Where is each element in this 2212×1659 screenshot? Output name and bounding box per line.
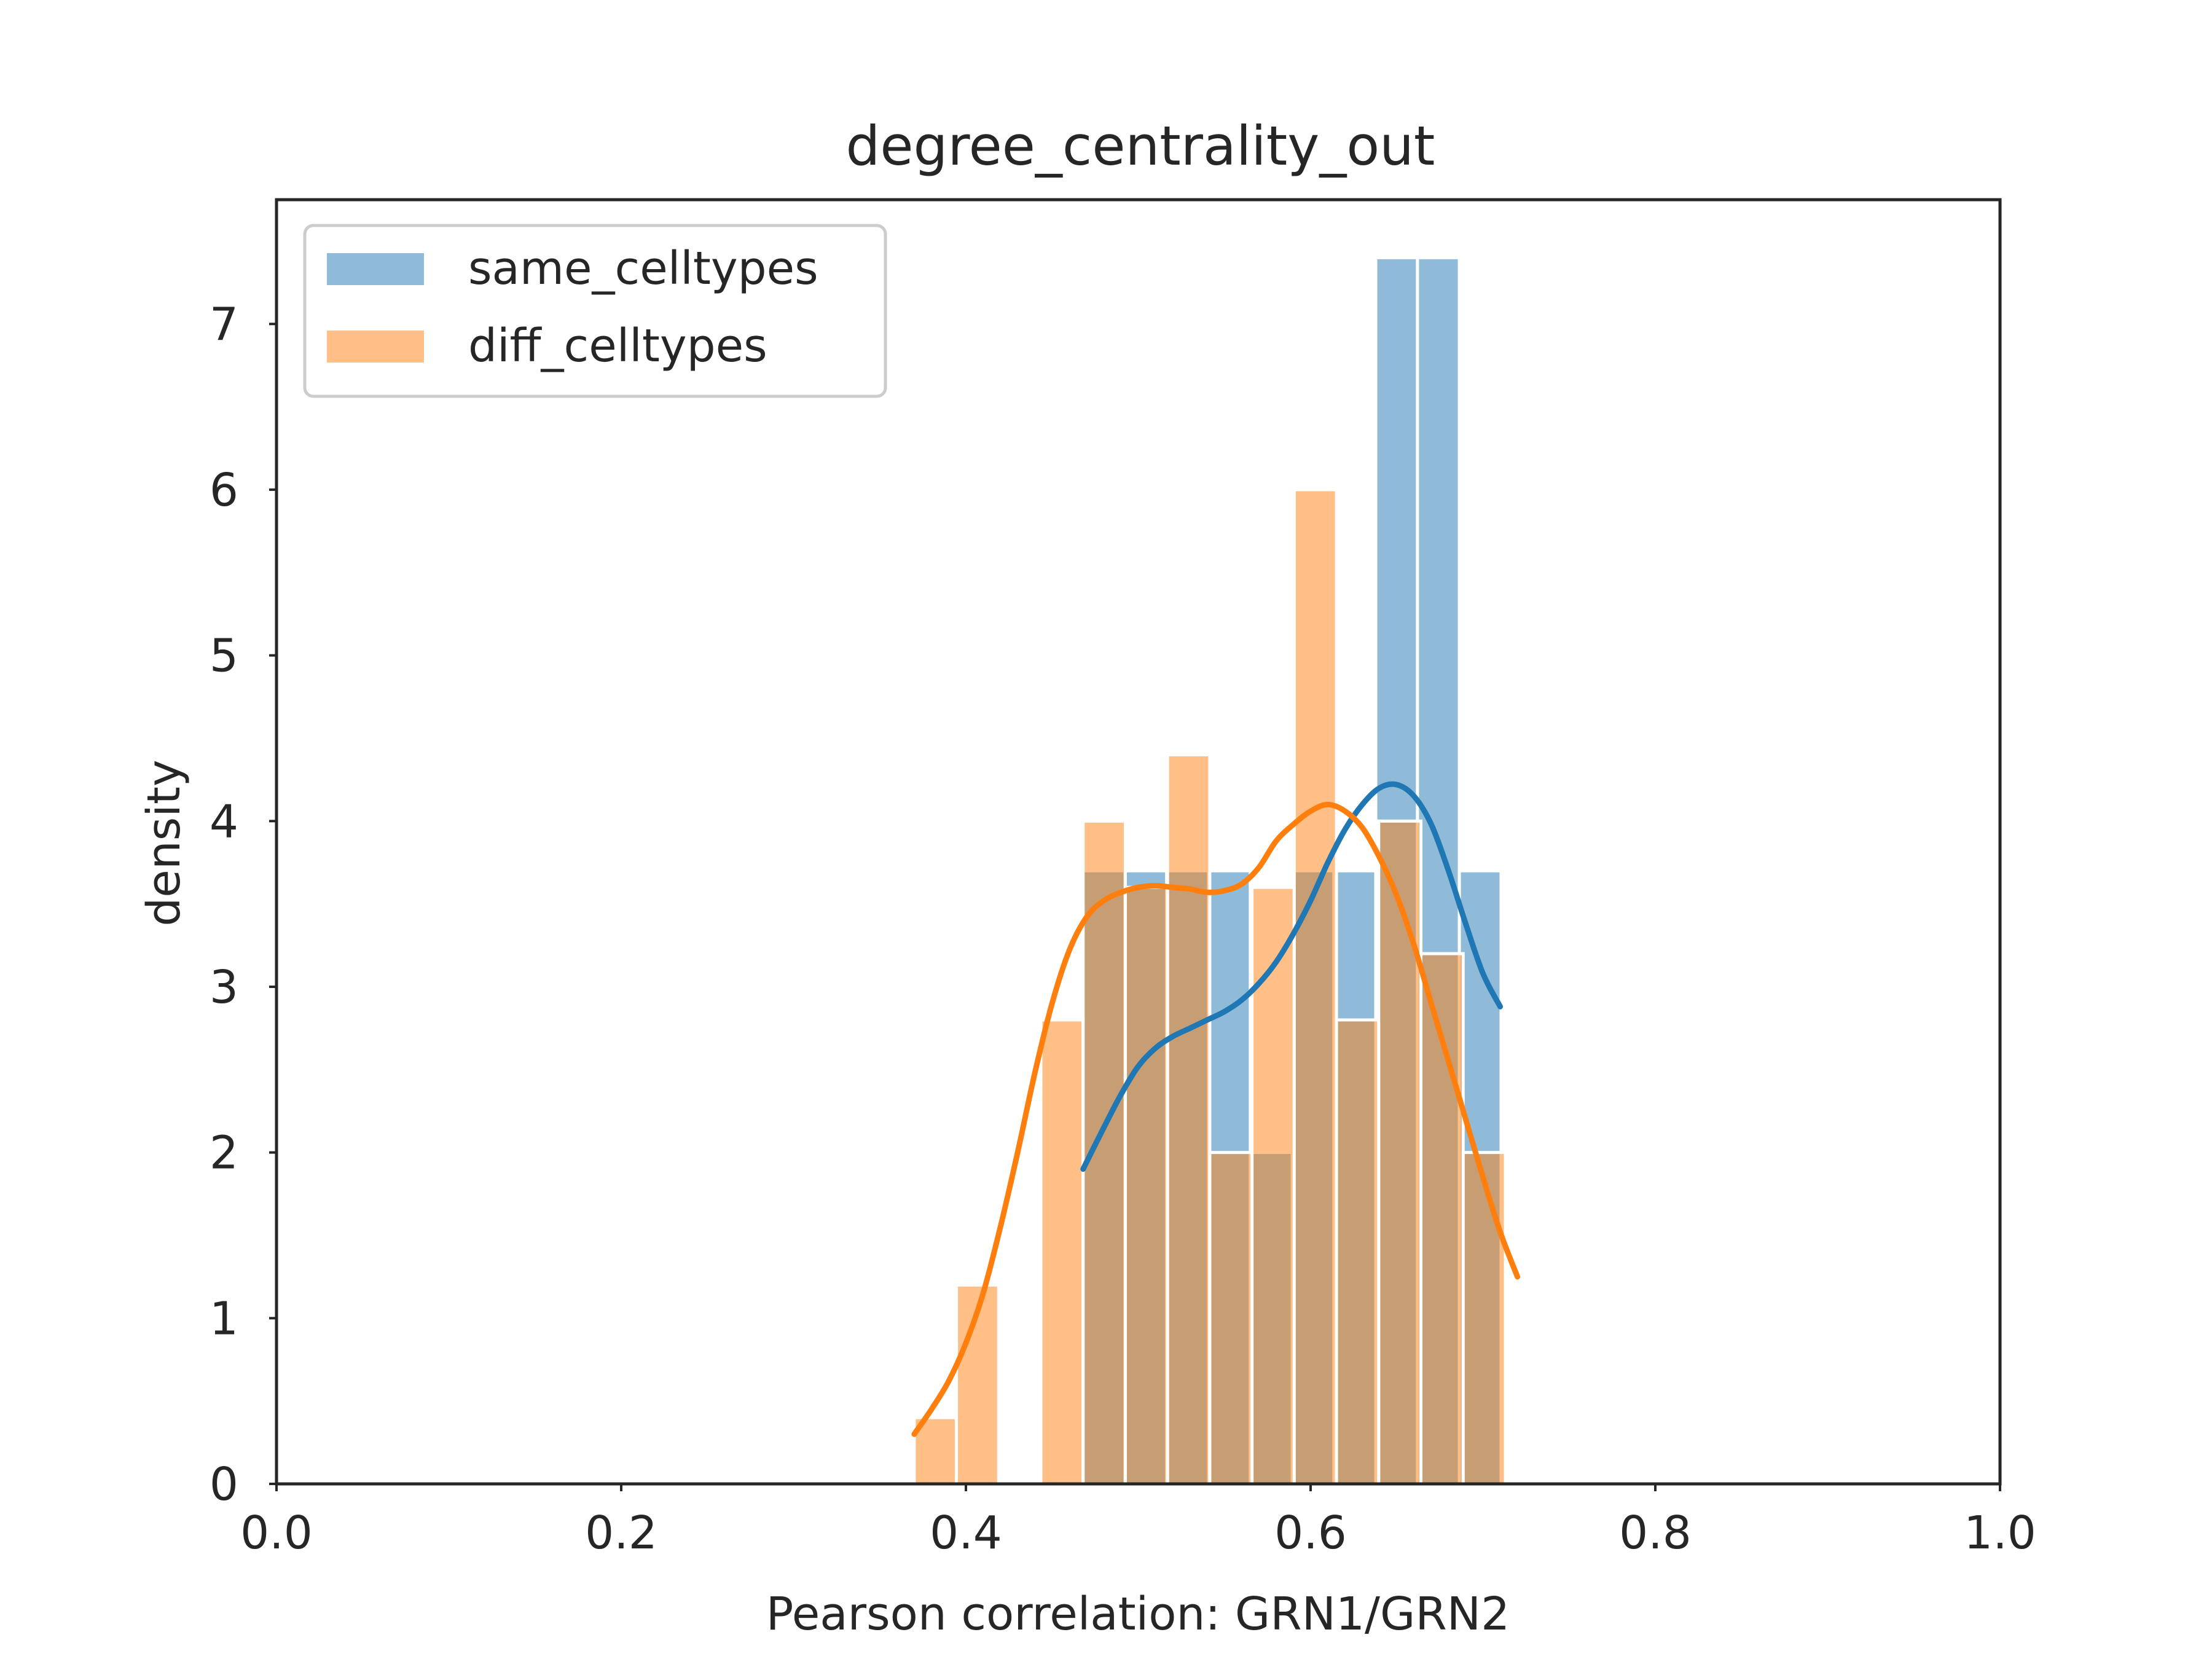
legend-swatch-diff-celltypes (327, 331, 424, 363)
plot-frame (275, 198, 2002, 1486)
y-tick-label: 6 (210, 464, 238, 517)
bar (1166, 753, 1212, 1486)
y-tick-label: 7 (210, 298, 238, 351)
y-tick-label: 0 (210, 1458, 238, 1511)
bar (1335, 1018, 1381, 1486)
x-tick-label: 0.6 (1274, 1507, 1347, 1559)
x-axis-label: Pearson correlation: GRN1/GRN2 (766, 1588, 1510, 1641)
y-tick-label: 2 (210, 1127, 238, 1180)
x-ticks: 0.0 0.2 0.4 0.6 0.8 1.0 (240, 1484, 2036, 1559)
bar (1039, 1018, 1085, 1486)
kde-line-same-celltypes (1080, 781, 1504, 1172)
legend: same_celltypes diff_celltypes (303, 224, 887, 398)
x-tick-label: 0.0 (240, 1507, 313, 1559)
bars-layer (912, 256, 1507, 1486)
legend-label-diff-celltypes: diff_celltypes (468, 320, 767, 372)
bar (1461, 1151, 1507, 1486)
x-tick-label: 1.0 (1964, 1507, 2036, 1559)
legend-swatch-same-celltypes (327, 253, 424, 285)
bar (1250, 885, 1296, 1486)
y-tick-label: 3 (210, 961, 238, 1014)
bar (1208, 1151, 1254, 1486)
y-tick-label: 1 (210, 1292, 238, 1345)
x-tick-label: 0.8 (1619, 1507, 1692, 1559)
chart-title: degree_centrality_out (846, 114, 1435, 178)
legend-frame (303, 224, 887, 398)
y-tick-label: 5 (210, 630, 238, 683)
kde-layer (911, 781, 1521, 1437)
y-tick-label: 4 (210, 795, 238, 848)
bar (1377, 819, 1423, 1486)
bar (1292, 488, 1338, 1486)
x-tick-label: 0.4 (930, 1507, 1002, 1559)
legend-label-same-celltypes: same_celltypes (468, 242, 818, 295)
kde-line-diff-celltypes (911, 801, 1521, 1437)
x-tick-label: 0.2 (585, 1507, 657, 1559)
bar (1123, 885, 1169, 1486)
y-ticks: 0 1 2 3 4 5 6 7 (210, 298, 276, 1511)
y-axis-label: density (138, 759, 190, 926)
series-diff-celltypes (912, 488, 1507, 1486)
